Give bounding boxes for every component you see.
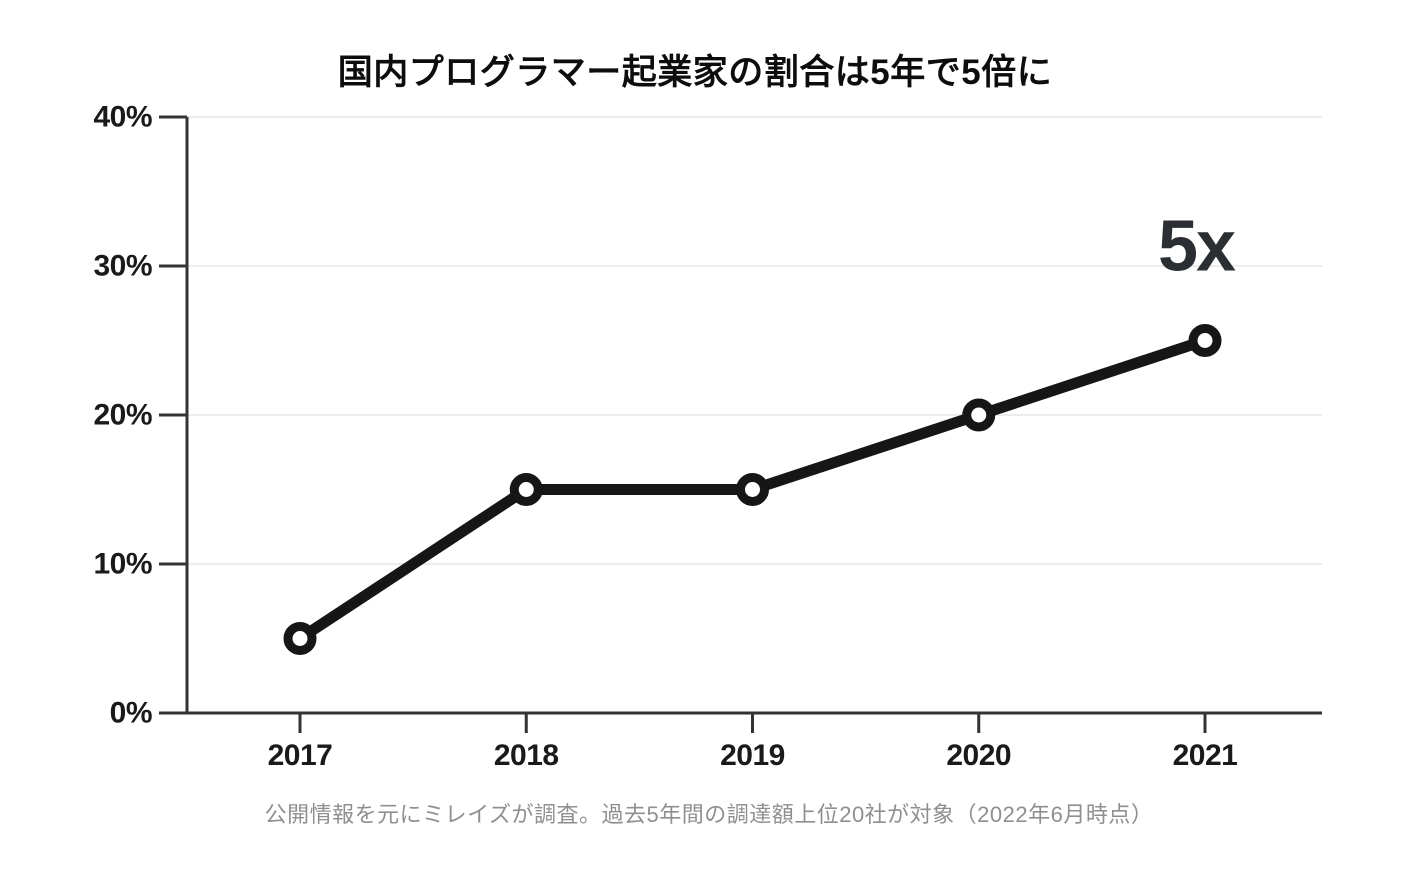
y-tick-label: 10% bbox=[93, 548, 152, 581]
y-tick-label: 40% bbox=[93, 101, 152, 134]
x-tick-label: 2018 bbox=[494, 739, 559, 772]
annotation-5x: 5x bbox=[1158, 206, 1236, 286]
chart-caption: 公開情報を元にミレイズが調査。過去5年間の調達額上位20社が対象（2022年6月… bbox=[264, 802, 1154, 827]
data-point-2019 bbox=[736, 473, 769, 506]
x-tick-label: 2020 bbox=[946, 739, 1011, 772]
chart-title: 国内プログラマー起業家の割合は5年で5倍に bbox=[337, 53, 1053, 92]
y-tick-label: 20% bbox=[93, 399, 152, 432]
data-point-2020 bbox=[962, 398, 996, 432]
data-point-2017 bbox=[283, 622, 317, 655]
x-tick-label: 2019 bbox=[720, 739, 785, 772]
y-tick-label: 0% bbox=[110, 697, 152, 730]
data-point-2021 bbox=[1188, 324, 1222, 357]
data-point-2018 bbox=[509, 473, 543, 506]
x-tick-label: 2021 bbox=[1173, 739, 1238, 772]
x-tick-label: 2017 bbox=[268, 739, 333, 772]
y-tick-label: 30% bbox=[93, 250, 152, 283]
